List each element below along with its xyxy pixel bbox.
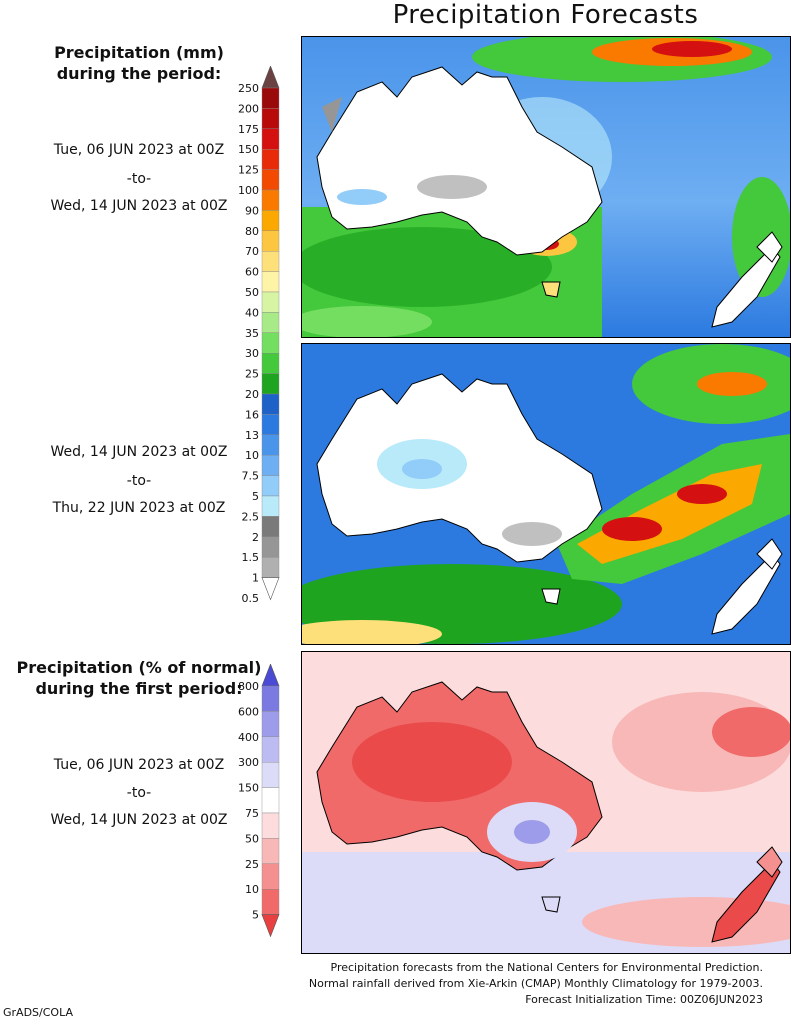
legend-pct-swatch [261,812,280,839]
legend-mm-swatch [261,169,280,191]
legend-pct-tick-label: 800 [238,680,259,693]
panel3-header-line1: Precipitation (% of normal) [16,658,262,677]
legend-mm-tick-label: 5 [252,490,259,503]
legend-mm-swatch [261,148,280,170]
legend-mm-swatch [261,128,280,150]
legend-mm-swatch [261,475,280,497]
credit-label: GrADS/COLA [3,1006,73,1019]
legend-mm-swatch [261,271,280,293]
legend-mm-tick-label: 125 [238,164,259,177]
legend-mm-swatch [261,536,280,558]
legend-mm-tick-label: 60 [245,266,259,279]
legend-mm-top-arrow [261,66,280,89]
legend-mm-swatch [261,332,280,354]
legend-mm-swatch [261,373,280,395]
legend-pct-swatch [261,787,280,814]
legend-mm-swatch [261,557,280,578]
legend-mm-swatch [261,230,280,252]
legend-mm-tick-label: 20 [245,388,259,401]
legend-mm-swatch [261,250,280,272]
footer-notes: Precipitation forecasts from the Nationa… [309,960,763,1008]
legend-mm-tick-label: 50 [245,286,259,299]
legend-mm-tick-label: 2 [252,531,259,544]
legend-pct-tick-label: 5 [252,909,259,922]
legend-pct-tick-label: 10 [245,883,259,896]
panel3-end-date: Wed, 14 JUN 2023 at 00Z [50,812,228,828]
panel3-header: Precipitation (% of normal) during the f… [0,657,278,699]
panel2-sep: -to- [126,473,152,489]
legend-pct-swatch [261,863,280,890]
legend-pct-swatch [261,685,280,712]
panel1-header: Precipitation (mm) during the period: [0,42,278,84]
legend-mm-tick-label: 16 [245,408,259,421]
legend-mm-swatch [261,210,280,231]
legend-mm-tick-label: 10 [245,449,259,462]
legend-mm-swatch [261,87,280,109]
legend-mm-swatch [261,414,280,435]
legend-pct-tick-label: 50 [245,832,259,845]
legend-mm-tick-label: 7.5 [242,470,260,483]
legend-mm-tick-label: 100 [238,184,259,197]
legend-mm-swatch [261,353,280,374]
panel1-header-line2: during the period: [56,64,222,83]
legend-mm-tick-label: 13 [245,429,259,442]
panel2-start-date: Wed, 14 JUN 2023 at 00Z [50,444,228,460]
legend-mm-tick-label: 250 [238,82,259,95]
legend-pct-swatch [261,888,280,915]
legend-pct-tick-label: 600 [238,705,259,718]
legend-mm-tick-label: 80 [245,225,259,238]
footer-line1: Precipitation forecasts from the Nationa… [330,961,764,974]
legend-mm-tick-label: 175 [238,123,259,136]
panel1-start-date: Tue, 06 JUN 2023 at 00Z [53,142,225,158]
map-panel-3 [301,651,791,954]
legend-mm-tick-label: 2.5 [242,510,260,523]
footer-line3: Forecast Initialization Time: 00Z06JUN20… [525,993,763,1006]
legend-mm-tick-label: 150 [238,143,259,156]
page-title: Precipitation Forecasts [392,0,699,30]
legend-pct-tick-label: 75 [245,807,259,820]
legend-pct-swatch [261,736,280,763]
legend-mm-tick-label: 70 [245,245,259,258]
legend-mm-swatch [261,393,280,415]
legend-mm-tick-label: 0.5 [242,592,260,605]
legend-mm-tick-label: 200 [238,102,259,115]
panel3-start-date: Tue, 06 JUN 2023 at 00Z [53,757,225,773]
panel1-end-date: Wed, 14 JUN 2023 at 00Z [50,198,228,214]
legend-pct-bottom-arrow [261,914,280,938]
legend-mm-tick-label: 90 [245,204,259,217]
panel1-header-line1: Precipitation (mm) [54,43,224,62]
legend-mm-swatch [261,516,280,537]
legend-mm-swatch [261,495,280,517]
legend-mm-tick-label: 1.5 [242,551,260,564]
panel2-end-date: Thu, 22 JUN 2023 at 00Z [52,500,226,516]
legend-mm-bottom-arrow [261,577,280,601]
legend-mm-tick-label: 35 [245,327,259,340]
legend-mm-swatch [261,189,280,211]
legend-mm-tick-label: 30 [245,347,259,360]
map-panel-1 [301,36,791,338]
legend-mm-tick-label: 25 [245,368,259,381]
legend-pct-top-arrow [261,664,280,687]
legend-pct-swatch [261,711,280,738]
legend-pct-swatch [261,838,280,864]
legend-pct-tick-label: 150 [238,782,259,795]
legend-mm-swatch [261,108,280,130]
legend-mm-tick-label: 1 [252,572,259,585]
legend-mm-swatch [261,455,280,476]
panel3-sep: -to- [126,785,152,801]
legend-pct-swatch [261,761,280,788]
legend-mm-colorbar: 2502001751501251009080706050403530252016… [238,66,280,605]
legend-mm-swatch [261,291,280,313]
legend-mm-swatch [261,434,280,456]
legend-pct-tick-label: 400 [238,731,259,744]
legend-pct-colorbar: 800 600 400 300 150 75 50 25 10 5 [238,664,280,938]
footer-line2: Normal rainfall derived from Xie-Arkin (… [308,977,763,990]
legend-pct-tick-label: 300 [238,756,259,769]
panel3-header-line2: during the first period: [35,679,243,698]
map-panel-2 [301,343,791,645]
legend-pct-tick-label: 25 [245,858,259,871]
legend-mm-swatch [261,312,280,333]
panel1-sep: -to- [126,171,152,187]
legend-mm-tick-label: 40 [245,306,259,319]
